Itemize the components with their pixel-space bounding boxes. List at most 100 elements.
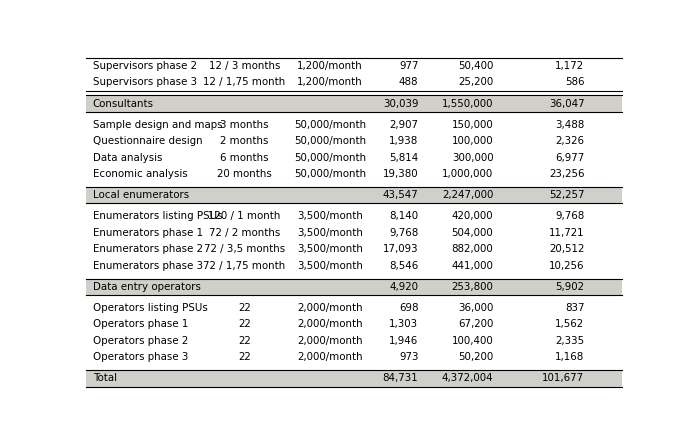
Bar [86,95,622,112]
Text: 1,938: 1,938 [389,136,418,146]
Text: 2,907: 2,907 [390,120,418,130]
Text: Operators phase 3: Operators phase 3 [93,352,188,362]
Bar [86,150,622,166]
Bar [86,187,622,203]
Text: 253,800: 253,800 [451,282,493,292]
Text: 12 / 3 months: 12 / 3 months [209,61,280,71]
Text: Operators phase 2: Operators phase 2 [93,336,188,346]
Text: 3,500/month: 3,500/month [297,228,363,238]
Text: 36,000: 36,000 [458,303,493,313]
Text: 1,168: 1,168 [555,352,585,362]
Bar [86,241,622,257]
Text: 8,140: 8,140 [389,211,418,221]
Bar [86,316,622,333]
Text: 977: 977 [399,61,418,71]
Bar [86,370,622,386]
Text: Supervisors phase 2: Supervisors phase 2 [93,61,197,71]
Text: Sample design and maps: Sample design and maps [93,120,223,130]
Text: 50,000/month: 50,000/month [294,169,366,179]
Text: 101,677: 101,677 [542,373,585,383]
Text: 1,550,000: 1,550,000 [442,99,493,109]
Text: 17,093: 17,093 [383,244,418,254]
Text: 10,256: 10,256 [549,260,585,271]
Text: 488: 488 [399,77,418,88]
Text: 100,000: 100,000 [452,136,493,146]
Text: Local enumerators: Local enumerators [93,190,189,200]
Text: Economic analysis: Economic analysis [93,169,187,179]
Text: 2,000/month: 2,000/month [297,352,363,362]
Text: 1,303: 1,303 [389,319,418,329]
Text: 50,400: 50,400 [458,61,493,71]
Text: 8,546: 8,546 [389,260,418,271]
Text: 1,000,000: 1,000,000 [442,169,493,179]
Bar [86,166,622,182]
Text: 23,256: 23,256 [549,169,585,179]
Text: 12 / 1,75 month: 12 / 1,75 month [203,77,285,88]
Text: Enumerators phase 2: Enumerators phase 2 [93,244,202,254]
Bar [86,117,622,133]
Text: Questionnaire design: Questionnaire design [93,136,202,146]
Bar [86,112,622,117]
Text: 3 months: 3 months [220,120,269,130]
Text: 3,500/month: 3,500/month [297,211,363,221]
Text: 4,372,004: 4,372,004 [442,373,493,383]
Text: 2,000/month: 2,000/month [297,303,363,313]
Text: 50,000/month: 50,000/month [294,120,366,130]
Text: 43,547: 43,547 [383,190,418,200]
Text: 6,977: 6,977 [555,153,585,163]
Text: 586: 586 [565,77,585,88]
Text: Enumerators phase 3: Enumerators phase 3 [93,260,203,271]
Text: 36,047: 36,047 [549,99,585,109]
Text: 150,000: 150,000 [452,120,493,130]
Text: 2,247,000: 2,247,000 [442,190,493,200]
Text: 22: 22 [238,336,251,346]
Bar [86,224,622,241]
Bar [86,349,622,365]
Text: 72 / 1,75 month: 72 / 1,75 month [203,260,285,271]
Text: 3,500/month: 3,500/month [297,260,363,271]
Bar [86,91,622,95]
Bar [86,333,622,349]
Bar [86,365,622,370]
Text: 2,326: 2,326 [556,136,585,146]
Text: 441,000: 441,000 [451,260,493,271]
Text: 19,380: 19,380 [383,169,418,179]
Text: 72 / 3,5 months: 72 / 3,5 months [204,244,285,254]
Text: 4,920: 4,920 [390,282,418,292]
Bar [86,257,622,274]
Text: 973: 973 [399,352,418,362]
Text: 882,000: 882,000 [452,244,493,254]
Bar [86,133,622,150]
Text: 1,946: 1,946 [389,336,418,346]
Text: 30,039: 30,039 [383,99,418,109]
Text: 22: 22 [238,352,251,362]
Text: 300,000: 300,000 [452,153,493,163]
Text: 50,000/month: 50,000/month [294,153,366,163]
Text: 22: 22 [238,319,251,329]
Text: Enumerators listing PSUs: Enumerators listing PSUs [93,211,223,221]
Text: 698: 698 [399,303,418,313]
Text: 3,500/month: 3,500/month [297,244,363,254]
Text: 67,200: 67,200 [458,319,493,329]
Text: 6 months: 6 months [220,153,269,163]
Text: 22: 22 [238,303,251,313]
Text: 52,257: 52,257 [549,190,585,200]
Text: 100,400: 100,400 [452,336,493,346]
Text: 11,721: 11,721 [549,228,585,238]
Text: 84,731: 84,731 [383,373,418,383]
Bar [86,279,622,295]
Text: Total: Total [93,373,117,383]
Text: 3,488: 3,488 [555,120,585,130]
Text: 1,200/month: 1,200/month [297,77,363,88]
Text: 1,562: 1,562 [556,319,585,329]
Text: 9,768: 9,768 [389,228,418,238]
Text: 837: 837 [565,303,585,313]
Text: 120 / 1 month: 120 / 1 month [208,211,281,221]
Text: 1,172: 1,172 [556,61,585,71]
Text: Data analysis: Data analysis [93,153,162,163]
Text: Data entry operators: Data entry operators [93,282,200,292]
Text: 1,200/month: 1,200/month [297,61,363,71]
Text: 2,000/month: 2,000/month [297,319,363,329]
Bar [86,203,622,208]
Bar [86,58,622,74]
